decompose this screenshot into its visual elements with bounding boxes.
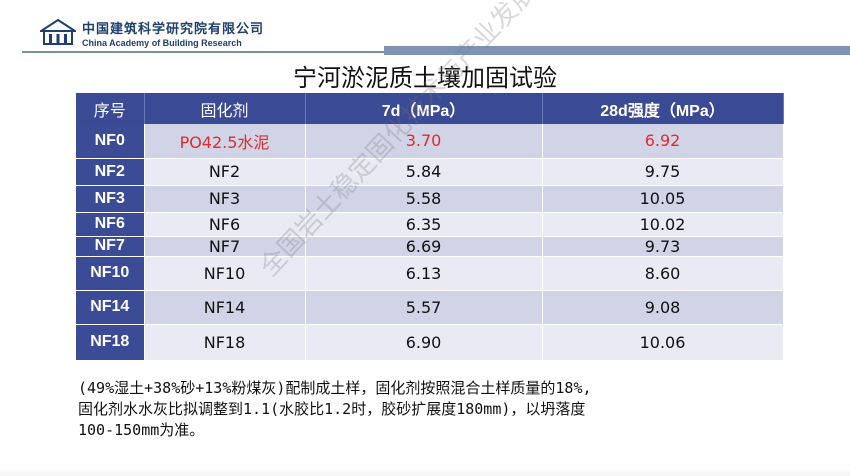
table-row: NF7 NF7 6.69 9.73 bbox=[76, 236, 784, 257]
strength-7d-cell: 5.57 bbox=[305, 290, 543, 325]
strength-28d-cell: 10.05 bbox=[542, 185, 784, 213]
org-logo: 中国建筑科学研究院有限公司 China Academy of Building … bbox=[40, 18, 264, 48]
strength-7d-cell: 6.13 bbox=[305, 256, 543, 291]
column-header: 7d（MPa） bbox=[305, 93, 543, 124]
agent-cell: NF6 bbox=[144, 212, 306, 237]
table-header-row: 序号 固化剂 7d（MPa） 28d强度（MPa） bbox=[76, 93, 784, 124]
agent-cell: NF2 bbox=[144, 158, 306, 186]
strength-28d-cell: 9.08 bbox=[542, 290, 784, 325]
column-header: 序号 bbox=[76, 93, 145, 124]
header-accent-bar bbox=[384, 46, 850, 55]
table-row: NF18 NF18 6.90 10.06 bbox=[76, 324, 784, 361]
table-row: NF14 NF14 5.57 9.08 bbox=[76, 290, 784, 325]
table-row: NF10 NF10 6.13 8.60 bbox=[76, 256, 784, 291]
strength-7d-cell: 5.84 bbox=[305, 158, 543, 186]
note-line: 100-150mm为准。 bbox=[78, 421, 205, 439]
note-line: 固化剂水水灰比拟调整到1.1(水胶比1.2时，胶砂扩展度180mm)，以坍落度 bbox=[78, 400, 586, 418]
agent-cell: PO42.5水泥 bbox=[144, 124, 306, 159]
strength-28d-cell: 8.60 bbox=[542, 256, 784, 291]
strength-28d-cell: 9.73 bbox=[542, 236, 784, 257]
agent-cell: NF7 bbox=[144, 236, 306, 257]
agent-cell: NF10 bbox=[144, 256, 306, 291]
agent-cell: NF3 bbox=[144, 185, 306, 213]
strength-7d-cell: 5.58 bbox=[305, 185, 543, 213]
agent-cell: NF18 bbox=[144, 324, 306, 361]
slide-title: 宁河淤泥质土壤加固试验 bbox=[293, 64, 557, 92]
agent-cell: NF14 bbox=[144, 290, 306, 325]
table-row: NF0 PO42.5水泥 3.70 6.92 bbox=[76, 124, 784, 159]
strength-28d-cell: 9.75 bbox=[542, 158, 784, 186]
table-row: NF2 NF2 5.84 9.75 bbox=[76, 158, 784, 186]
row-id: NF3 bbox=[76, 185, 145, 213]
strength-28d-cell: 6.92 bbox=[542, 124, 784, 159]
strength-7d-cell: 6.90 bbox=[305, 324, 543, 361]
results-table: 序号 固化剂 7d（MPa） 28d强度（MPa） NF0 PO42.5水泥 3… bbox=[76, 93, 784, 361]
row-id: NF18 bbox=[76, 324, 145, 361]
row-id: NF14 bbox=[76, 290, 145, 325]
row-id: NF6 bbox=[76, 212, 145, 237]
column-header: 28d强度（MPa） bbox=[542, 93, 784, 124]
row-id: NF0 bbox=[76, 124, 145, 159]
column-header: 固化剂 bbox=[144, 93, 306, 124]
row-id: NF10 bbox=[76, 256, 145, 291]
strength-7d-cell: 3.70 bbox=[305, 124, 543, 159]
strength-28d-cell: 10.02 bbox=[542, 212, 784, 237]
table-row: NF6 NF6 6.35 10.02 bbox=[76, 212, 784, 237]
strength-28d-cell: 10.06 bbox=[542, 324, 784, 361]
cabr-building-logo-icon bbox=[40, 19, 76, 45]
row-id: NF2 bbox=[76, 158, 145, 186]
org-name-cn: 中国建筑科学研究院有限公司 bbox=[82, 22, 265, 37]
table-row: NF3 NF3 5.58 10.05 bbox=[76, 185, 784, 213]
header-divider bbox=[22, 51, 384, 53]
org-name-en: China Academy of Building Research bbox=[82, 38, 242, 48]
bottom-edge bbox=[0, 468, 850, 476]
strength-7d-cell: 6.35 bbox=[305, 212, 543, 237]
test-note: (49%湿土+38%砂+13%粉煤灰)配制成土样，固化剂按照混合土样质量的18%… bbox=[78, 378, 778, 441]
note-line: (49%湿土+38%砂+13%粉煤灰)配制成土样，固化剂按照混合土样质量的18%… bbox=[78, 379, 592, 397]
row-id: NF7 bbox=[76, 236, 145, 257]
strength-7d-cell: 6.69 bbox=[305, 236, 543, 257]
